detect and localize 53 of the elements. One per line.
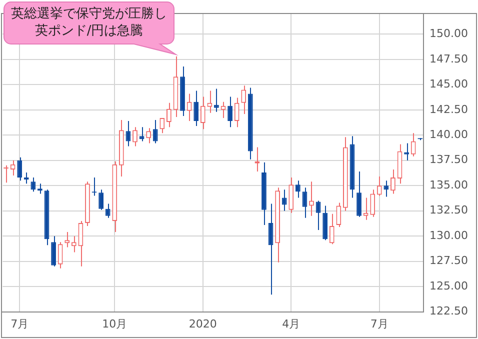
- x-tick-label: 7月: [10, 317, 29, 330]
- candlestick: [132, 126, 138, 147]
- candlestick: [58, 242, 63, 269]
- candlestick: [370, 189, 376, 218]
- y-tick-label: 137.50: [430, 153, 468, 166]
- x-tick-label: 4月: [282, 317, 300, 330]
- candlestick: [194, 90, 199, 127]
- candlestick: [228, 96, 232, 128]
- candlestick: [241, 85, 246, 114]
- candlestick: [207, 90, 212, 114]
- candlestick: [186, 93, 192, 122]
- candlestick: [288, 177, 294, 214]
- candlestick: [200, 96, 206, 130]
- candlestick: [152, 119, 158, 144]
- y-tick-label: 145.00: [430, 78, 468, 91]
- candlestick: [160, 117, 165, 134]
- candlestick: [30, 177, 36, 192]
- x-tick-label: 10月: [102, 317, 128, 330]
- candlestick: [166, 102, 172, 128]
- candlestick: [78, 220, 84, 267]
- candlestick: [309, 181, 314, 216]
- x-tick-label: 7月: [370, 317, 388, 330]
- candlestick: [146, 128, 152, 144]
- annotation: 英総選挙で保守党が圧勝し英ポンド/円は急騰: [11, 6, 167, 38]
- candlestick: [214, 88, 219, 112]
- y-tick-label: 132.50: [430, 204, 468, 217]
- y-tick-label: 130.00: [430, 228, 468, 242]
- candlestick: [64, 232, 70, 248]
- y-tick-label: 127.50: [430, 254, 468, 268]
- candlestick: [376, 176, 382, 196]
- y-tick-label: 147.50: [430, 52, 468, 66]
- candlestick: [98, 189, 104, 210]
- y-tick-label: 125.00: [430, 279, 468, 292]
- candlestick: [356, 170, 362, 218]
- y-tick-label: 140.00: [430, 128, 468, 141]
- candlestick: [329, 213, 334, 245]
- y-tick-label: 135.00: [430, 178, 468, 192]
- candlestick: [105, 203, 110, 218]
- y-tick-label: 150.00: [430, 27, 468, 40]
- candlestick: [363, 197, 368, 220]
- candlestick: [71, 236, 76, 253]
- candlestick: [384, 180, 389, 198]
- y-tick-label: 122.50: [430, 304, 468, 318]
- x-tick-label: 2020: [188, 317, 217, 330]
- candlestick: [336, 202, 342, 228]
- y-tick-label: 142.50: [430, 102, 468, 116]
- candlestick: [234, 97, 240, 128]
- candlestick: [410, 132, 416, 157]
- candlestick: [17, 156, 22, 182]
- candlestick: [282, 189, 287, 212]
- candlestick: [295, 180, 300, 198]
- candlestick: [51, 236, 56, 267]
- candlestick: [390, 168, 396, 194]
